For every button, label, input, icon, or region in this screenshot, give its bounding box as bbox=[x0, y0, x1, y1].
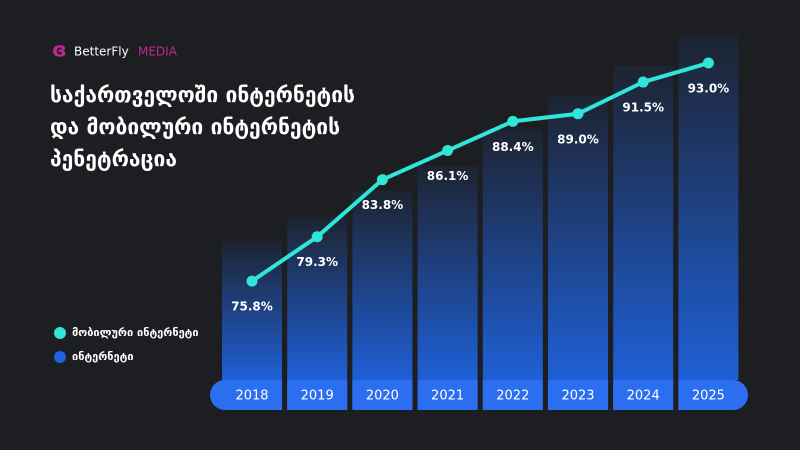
x-tick-label: 2024 bbox=[627, 389, 660, 404]
bar bbox=[482, 128, 543, 380]
point bbox=[702, 57, 714, 69]
x-tick-label: 2020 bbox=[366, 389, 399, 404]
bar bbox=[678, 36, 739, 381]
line bbox=[250, 61, 709, 283]
bar bbox=[222, 241, 282, 380]
x-tick-label: 2022 bbox=[496, 389, 529, 404]
data-label: 86.1% bbox=[427, 169, 469, 183]
logo-name: BetterFly bbox=[74, 45, 129, 59]
bar bbox=[352, 191, 413, 380]
logo-suffix: MEDIA bbox=[138, 45, 178, 59]
data-label: 79.3% bbox=[296, 255, 338, 269]
legend-marker bbox=[54, 351, 66, 363]
data-label: 75.8% bbox=[231, 300, 273, 314]
logo: ɞ BetterFly MEDIA bbox=[52, 38, 178, 62]
x-tick-label: 2023 bbox=[561, 389, 594, 404]
bar bbox=[287, 216, 348, 380]
point bbox=[311, 231, 323, 243]
legend-label: ინტერნეტი bbox=[72, 350, 134, 363]
x-tick-label: 2019 bbox=[301, 389, 334, 404]
logo-icon: ɞ bbox=[52, 38, 67, 62]
data-label: 83.8% bbox=[362, 198, 404, 212]
x-tick-label: 2021 bbox=[431, 389, 464, 404]
point bbox=[442, 145, 454, 157]
point bbox=[376, 174, 388, 186]
point bbox=[572, 108, 584, 120]
chart-title: და მობილური ინტერნეტის bbox=[50, 115, 340, 139]
bar bbox=[417, 165, 478, 380]
data-label: 93.0% bbox=[688, 82, 730, 96]
legend-marker bbox=[54, 327, 66, 339]
point bbox=[637, 76, 649, 88]
bar bbox=[613, 65, 674, 381]
chart-title: პენეტრაცია bbox=[50, 147, 177, 171]
data-label: 88.4% bbox=[492, 140, 534, 154]
x-tick-label: 2025 bbox=[692, 389, 725, 404]
x-tick-label: 2018 bbox=[235, 389, 268, 404]
point bbox=[246, 275, 258, 287]
data-label: 91.5% bbox=[622, 101, 664, 115]
bar bbox=[548, 96, 608, 380]
legend-label: მობილური ინტერნეტი bbox=[72, 326, 199, 339]
point bbox=[507, 115, 519, 127]
data-label: 89.0% bbox=[557, 132, 599, 146]
chart-title: საქართველოში ინტერნეტის bbox=[50, 83, 355, 107]
